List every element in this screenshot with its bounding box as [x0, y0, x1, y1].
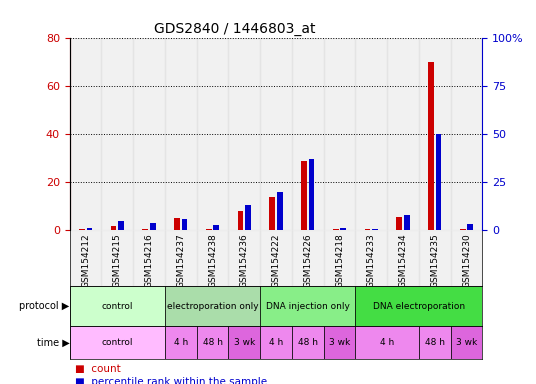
Bar	[436, 134, 442, 230]
Bar	[355, 230, 387, 286]
Bar	[364, 229, 370, 230]
Bar	[165, 286, 260, 326]
Bar	[165, 326, 197, 359]
Text: control: control	[101, 338, 133, 347]
Bar	[451, 38, 482, 230]
Text: protocol ▶: protocol ▶	[19, 301, 70, 311]
Text: GSM154215: GSM154215	[113, 233, 122, 288]
Bar	[419, 326, 451, 359]
Text: 3 wk: 3 wk	[234, 338, 255, 347]
Bar	[237, 211, 243, 230]
Bar	[206, 229, 212, 230]
Bar	[260, 38, 292, 230]
Bar	[460, 229, 466, 230]
Text: DNA electroporation: DNA electroporation	[373, 302, 465, 311]
Bar	[150, 223, 156, 230]
Bar	[260, 286, 355, 326]
Bar	[340, 227, 346, 230]
Bar	[260, 230, 292, 286]
Text: GSM154230: GSM154230	[462, 233, 471, 288]
Text: 48 h: 48 h	[425, 338, 445, 347]
Bar	[428, 62, 434, 230]
Bar	[174, 218, 180, 230]
Bar	[270, 197, 275, 230]
Text: 3 wk: 3 wk	[329, 338, 350, 347]
Text: control: control	[101, 302, 133, 311]
Text: GSM154236: GSM154236	[240, 233, 249, 288]
Bar	[101, 230, 133, 286]
Bar	[197, 230, 228, 286]
Text: GSM154212: GSM154212	[81, 233, 90, 288]
Bar	[333, 229, 339, 230]
Bar	[355, 38, 387, 230]
Bar	[387, 38, 419, 230]
Text: GSM154218: GSM154218	[335, 233, 344, 288]
Bar	[182, 219, 188, 230]
Text: 48 h: 48 h	[203, 338, 222, 347]
Bar	[324, 38, 355, 230]
Bar	[197, 38, 228, 230]
Text: 3 wk: 3 wk	[456, 338, 477, 347]
Bar	[70, 230, 101, 286]
Bar	[228, 230, 260, 286]
Bar	[165, 38, 197, 230]
Text: DNA injection only: DNA injection only	[266, 302, 349, 311]
Bar	[451, 230, 482, 286]
Text: GSM154233: GSM154233	[367, 233, 376, 288]
Bar	[70, 286, 165, 326]
Bar	[404, 215, 410, 230]
Bar	[467, 223, 473, 230]
Text: electroporation only: electroporation only	[167, 302, 258, 311]
Bar	[245, 205, 251, 230]
Bar	[277, 192, 282, 230]
Bar	[86, 228, 92, 230]
Bar	[165, 230, 197, 286]
Bar	[387, 230, 419, 286]
Text: GSM154234: GSM154234	[399, 233, 407, 288]
Bar	[355, 286, 482, 326]
Text: GSM154235: GSM154235	[430, 233, 440, 288]
Text: GSM154238: GSM154238	[208, 233, 217, 288]
Bar	[79, 229, 85, 230]
Bar	[372, 229, 378, 230]
Bar	[324, 230, 355, 286]
Text: ■  count: ■ count	[75, 364, 121, 374]
Text: GSM154237: GSM154237	[176, 233, 185, 288]
Bar	[197, 326, 228, 359]
Bar	[228, 326, 260, 359]
Text: 48 h: 48 h	[298, 338, 318, 347]
Bar	[309, 159, 315, 230]
Bar	[228, 38, 260, 230]
Bar	[101, 38, 133, 230]
Bar	[70, 38, 101, 230]
Text: 4 h: 4 h	[269, 338, 283, 347]
Bar	[451, 326, 482, 359]
Text: GSM154222: GSM154222	[272, 233, 280, 288]
Text: 4 h: 4 h	[174, 338, 188, 347]
Bar	[396, 217, 402, 230]
Bar	[355, 326, 419, 359]
Bar	[324, 326, 355, 359]
Bar	[292, 38, 324, 230]
Bar	[419, 38, 451, 230]
Bar	[143, 229, 148, 230]
Bar	[70, 326, 165, 359]
Bar	[133, 38, 165, 230]
Text: time ▶: time ▶	[37, 338, 70, 348]
Bar	[133, 230, 165, 286]
Text: GSM154226: GSM154226	[303, 233, 312, 288]
Bar	[118, 221, 124, 230]
Text: ■  percentile rank within the sample: ■ percentile rank within the sample	[75, 377, 267, 384]
Bar	[110, 225, 116, 230]
Text: GSM154216: GSM154216	[145, 233, 153, 288]
Bar	[213, 225, 219, 230]
Bar	[292, 230, 324, 286]
Bar	[419, 230, 451, 286]
Title: GDS2840 / 1446803_at: GDS2840 / 1446803_at	[154, 22, 316, 36]
Bar	[301, 161, 307, 230]
Bar	[260, 326, 292, 359]
Text: 4 h: 4 h	[380, 338, 394, 347]
Bar	[292, 326, 324, 359]
